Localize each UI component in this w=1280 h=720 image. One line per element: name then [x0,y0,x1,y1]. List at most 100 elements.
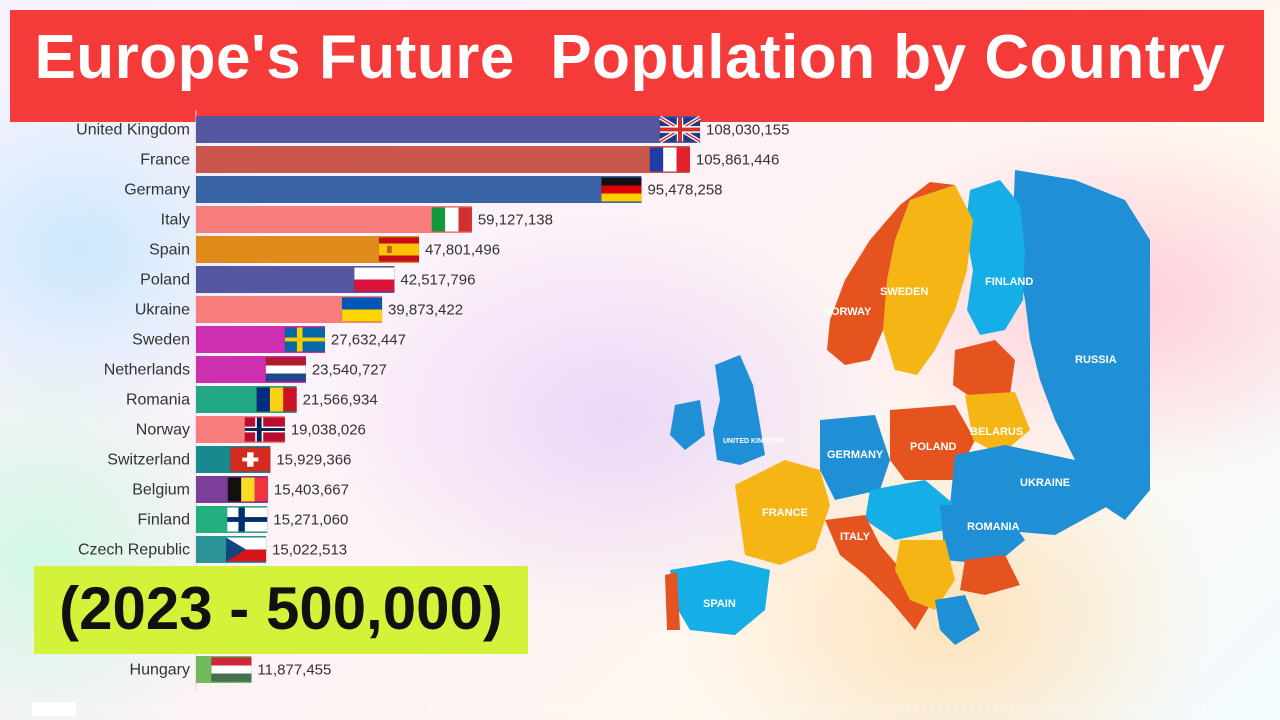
category-label: Belgium [132,482,190,499]
map-spain [670,560,770,635]
value-label: 15,929,366 [276,452,351,469]
map-france [735,460,830,565]
value-label: 47,801,496 [425,242,500,259]
bar-row: Netherlands 23,540,727 [104,356,387,383]
map-italy [825,515,930,630]
bar-row: Romania 21,566,934 [126,386,378,413]
value-label: 105,861,446 [696,152,779,169]
value-label: 23,540,727 [312,362,387,379]
category-label: Netherlands [104,362,190,379]
map-label-germany: GERMANY [827,449,884,461]
map-label-norway: NORWAY [823,306,872,318]
es-flag [378,237,420,262]
bar-row: Hungary 11,877,455 [130,656,331,683]
value-label: 15,022,513 [272,542,347,559]
bar-row: Ukraine 39,873,422 [135,296,463,323]
value-label: 15,403,667 [274,482,349,499]
map-uk [713,355,765,465]
hu-flag [211,657,252,682]
map-norway [827,182,955,365]
europe-map: NORWAY SWEDEN FINLAND RUSSIA UNITED KING… [665,170,1150,645]
bar-row: Germany 95,478,258 [124,176,723,203]
category-label: Norway [136,422,190,439]
category-label: Hungary [130,662,190,679]
map-ireland [670,400,705,450]
bar-row: Poland 42,517,796 [140,266,475,293]
timeline-track[interactable] [100,705,1260,707]
category-label: Germany [124,182,190,199]
bar [196,146,690,173]
map-portugal [665,572,680,630]
nl-flag [265,357,307,382]
value-label: 42,517,796 [400,272,475,289]
map-greece [935,595,980,645]
map-germany [820,415,890,500]
no-flag [244,417,286,442]
it-flag [431,207,473,232]
se-flag [284,327,326,352]
timeline-handle[interactable] [32,702,76,716]
map-belarus [965,392,1030,455]
de-flag [601,177,642,202]
category-label: Czech Republic [78,542,190,559]
map-label-spain: SPAIN [703,598,736,610]
map-label-ukraine: UKRAINE [1020,477,1070,489]
category-label: Switzerland [107,452,190,469]
bar-row: Belgium 15,403,667 [132,476,349,503]
category-label: Poland [140,272,190,289]
fr-flag [649,147,691,172]
cz-flag [225,537,267,562]
bar-row: France 105,861,446 [140,146,779,173]
category-label: Finland [138,512,190,529]
pl-flag [354,267,395,292]
map-poland [890,405,975,480]
map-romania [940,505,1025,565]
map-label-italy: ITALY [840,531,871,543]
gb-flag [658,115,702,144]
ro-flag [256,387,297,412]
map-label-belarus: BELARUS [970,426,1023,438]
category-label: Sweden [132,332,190,349]
bar-row: Finland 15,271,060 [138,506,348,533]
map-sweden [883,185,973,375]
period-label: (2023 - 500,000) [59,575,503,642]
map-label-romania: ROMANIA [967,521,1020,533]
map-label-france: FRANCE [762,507,808,519]
fi-flag [226,507,268,532]
category-label: Spain [149,242,190,259]
category-label: France [140,152,190,169]
category-label: Italy [161,212,190,229]
bar-row: Czech Republic 15,022,513 [78,536,347,563]
chart-title: Europe's Future Population by Country [34,23,1226,92]
value-label: 11,877,455 [257,662,331,679]
map-label-sweden: SWEDEN [880,286,928,298]
map-label-poland: POLAND [910,441,957,453]
map-balkans [895,540,955,610]
category-label: United Kingdom [76,122,190,139]
value-label: 15,271,060 [273,512,348,529]
value-label: 95,478,258 [647,182,722,199]
map-label-finland: FINLAND [985,276,1033,288]
map-label-uk: UNITED KINGDOM [723,438,785,445]
category-label: Ukraine [135,302,190,319]
map-finland [965,180,1025,335]
map-russia [1013,170,1150,520]
map-label-russia: RUSSIA [1075,354,1117,366]
value-label: 59,127,138 [478,212,553,229]
bar [196,176,642,203]
category-label: Romania [126,392,190,409]
bar-row: Italy 59,127,138 [161,206,553,233]
bar-row: Spain 47,801,496 [149,236,500,263]
bar-row: Switzerland 15,929,366 [107,446,351,473]
value-label: 108,030,155 [706,122,789,139]
bar-row: Norway 19,038,026 [136,416,366,443]
bar-row: United Kingdom 108,030,155 [76,115,789,144]
period-box: (2023 - 500,000) [34,566,528,654]
map-baltics [953,340,1015,400]
ua-flag [341,297,383,322]
title-banner: Europe's Future Population by Country [10,10,1264,122]
be-flag [227,477,269,502]
value-label: 19,038,026 [291,422,366,439]
value-label: 39,873,422 [388,302,463,319]
